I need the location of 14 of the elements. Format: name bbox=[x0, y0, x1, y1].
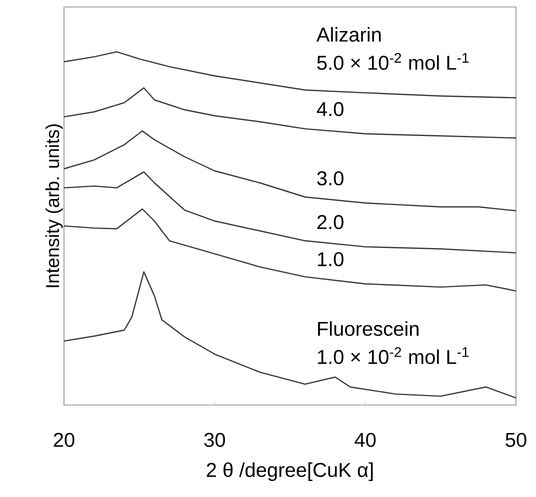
x-axis-title: 2 θ /degree[CuK α] bbox=[206, 462, 373, 481]
series-label: 5.0 × 10$^{-2}$ mol L$^{-1}$ bbox=[317, 52, 469, 70]
annotation: Fluorescein bbox=[318, 321, 418, 336]
x-tick-label: 40 bbox=[354, 432, 376, 447]
series-label: 2.0 bbox=[317, 215, 344, 230]
series-label: 4.0 bbox=[316, 102, 344, 116]
text: Alizarin bbox=[316, 27, 381, 42]
series-label: 1.0 × 10$^{-2}$ mol L$^{-1}$ bbox=[318, 347, 469, 364]
series-label: 3.0 bbox=[317, 171, 344, 186]
x-tick-label: 30 bbox=[204, 432, 225, 447]
x-tick-label: 50 bbox=[506, 432, 526, 447]
y-axis-title: Intensity (arb. units) bbox=[45, 124, 63, 288]
x-tick-label: 20 bbox=[54, 432, 74, 447]
series-label: 1.0 bbox=[318, 252, 344, 266]
